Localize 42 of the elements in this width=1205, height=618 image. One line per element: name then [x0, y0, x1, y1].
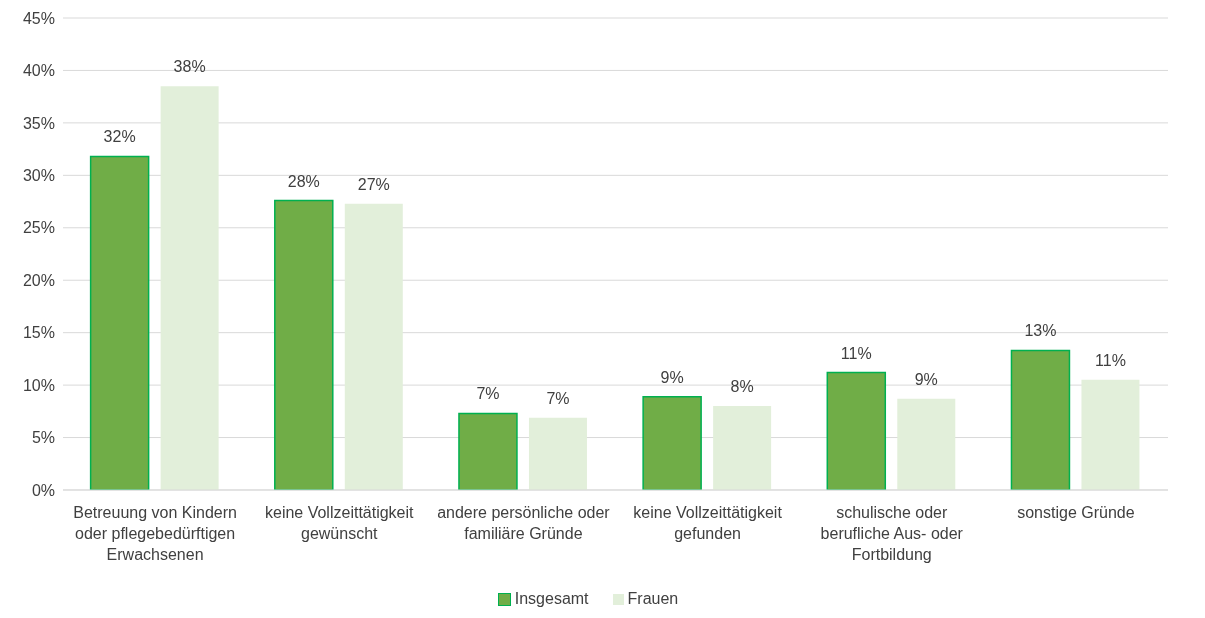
data-label: 7% — [546, 389, 570, 407]
data-label: 11% — [1095, 351, 1126, 369]
bar — [897, 398, 956, 490]
y-tick-label: 15% — [22, 324, 55, 342]
bar — [458, 412, 518, 490]
bar — [1081, 379, 1140, 490]
bar — [160, 86, 219, 490]
x-tick-label: sonstige Gründe — [1017, 504, 1135, 521]
data-label: 32% — [103, 128, 136, 146]
y-tick-label: 35% — [22, 114, 55, 132]
y-tick-label: 45% — [22, 9, 55, 27]
y-tick-label: 25% — [22, 219, 55, 237]
legend-label: Insgesamt — [514, 590, 589, 608]
data-label: 28% — [287, 172, 320, 190]
data-label: 38% — [173, 58, 206, 76]
y-tick-label: 10% — [22, 376, 55, 394]
data-label: 7% — [476, 385, 500, 403]
bar — [528, 417, 587, 490]
data-label: 27% — [357, 175, 390, 193]
x-tick-label: andere persönliche oder familiäre Gründe — [437, 504, 611, 542]
y-tick-label: 0% — [31, 481, 55, 499]
y-tick-label: 40% — [22, 62, 55, 80]
data-label: 9% — [914, 370, 938, 388]
y-tick-label: 20% — [22, 271, 55, 289]
bar — [274, 199, 334, 490]
data-label: 13% — [1024, 322, 1057, 340]
data-label: 8% — [730, 378, 754, 396]
bar — [1010, 349, 1071, 490]
x-tick-label: Betreuung von Kindern oder pflegebedürftigen Erwachsenen — [73, 504, 237, 563]
bar — [642, 395, 702, 490]
bar — [89, 155, 150, 490]
data-label: 9% — [660, 368, 684, 386]
legend-label: Frauen — [627, 590, 679, 608]
y-tick-label: 30% — [22, 167, 55, 185]
x-tick-label: keine Vollzeittätigkeit gefunden — [633, 504, 783, 542]
data-label: 11% — [840, 344, 872, 362]
bar — [826, 371, 887, 490]
y-tick-label: 5% — [31, 429, 55, 447]
bar — [713, 406, 772, 490]
x-tick-label: schulische oder berufliche Aus- oder Fortbildung — [820, 504, 964, 563]
x-tick-label: keine Vollzeittätigkeit gewünscht — [264, 504, 415, 542]
bar — [344, 203, 403, 490]
